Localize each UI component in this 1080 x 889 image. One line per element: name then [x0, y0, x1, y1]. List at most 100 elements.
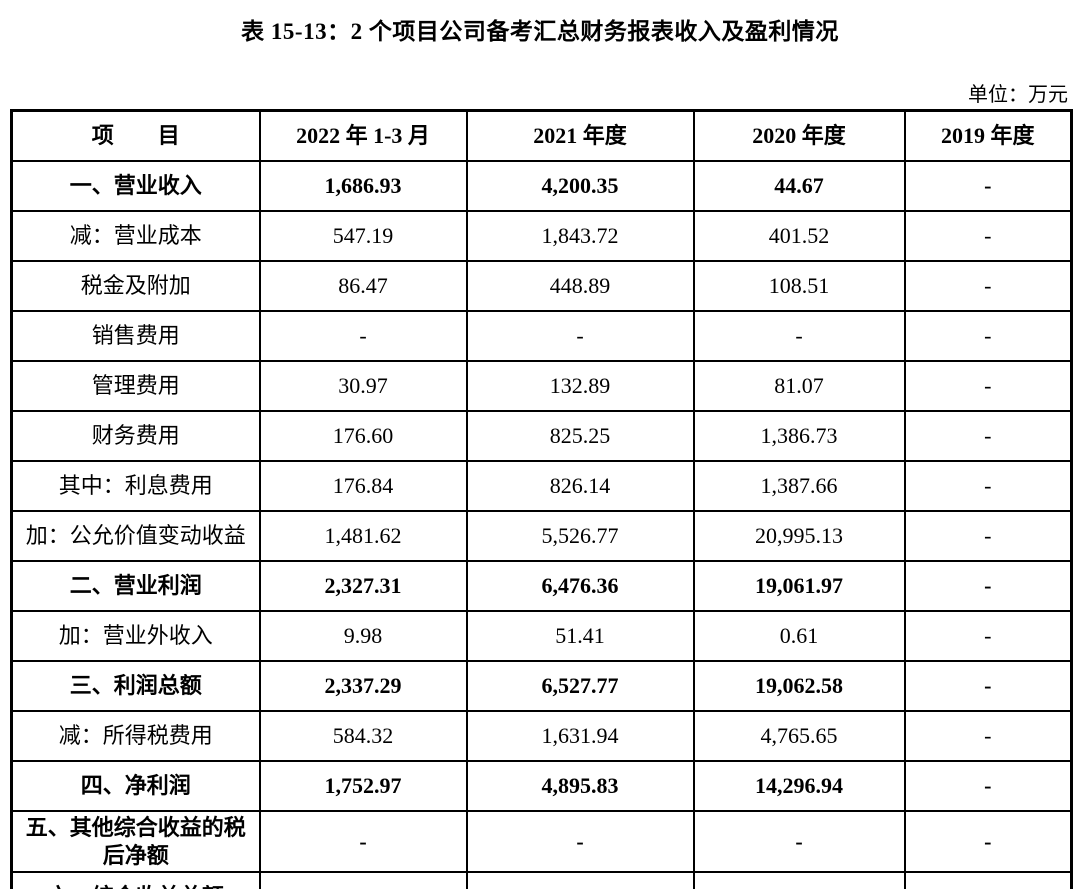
- cell-value: -: [903, 160, 1073, 212]
- cell-value: 825.25: [465, 410, 695, 462]
- row-label: 税金及附加: [10, 260, 261, 312]
- cell-value: -: [903, 310, 1073, 362]
- row-label: 财务费用: [10, 410, 261, 462]
- cell-value: 1,752.97: [258, 871, 468, 889]
- cell-value: 6,527.77: [465, 660, 695, 712]
- row-label: 二、营业利润: [10, 560, 261, 612]
- cell-value: 0.61: [692, 610, 906, 662]
- cell-value: -: [903, 260, 1073, 312]
- cell-value: 19,062.58: [692, 660, 906, 712]
- cell-value: 2,337.29: [258, 660, 468, 712]
- cell-value: -: [903, 810, 1073, 873]
- cell-value: 401.52: [692, 210, 906, 262]
- row-label: 加：营业外收入: [10, 610, 261, 662]
- cell-value: 14,296.94: [692, 871, 906, 889]
- row-label: 销售费用: [10, 310, 261, 362]
- cell-value: 4,895.83: [465, 760, 695, 812]
- cell-value: -: [903, 560, 1073, 612]
- table-row-operating-revenue: 一、营业收入 1,686.93 4,200.35 44.67 -: [10, 160, 1073, 212]
- cell-value: -: [903, 360, 1073, 412]
- table-row-total-comprehensive-income: 六、综合收益总额 1,752.97 4,895.83 14,296.94 -: [10, 871, 1073, 889]
- table-row-finance-expenses: 财务费用 176.60 825.25 1,386.73 -: [10, 410, 1073, 462]
- table-row-income-tax-expense: 减：所得税费用 584.32 1,631.94 4,765.65 -: [10, 710, 1073, 762]
- row-label: 四、净利润: [10, 760, 261, 812]
- header-period-2022q1: 2022 年 1-3 月: [258, 109, 468, 162]
- cell-value: 1,386.73: [692, 410, 906, 462]
- row-label: 加：公允价值变动收益: [10, 510, 261, 562]
- cell-value: -: [903, 660, 1073, 712]
- cell-value: 1,481.62: [258, 510, 468, 562]
- financial-table: 项 目 2022 年 1-3 月 2021 年度 2020 年度 2019 年度…: [10, 109, 1073, 889]
- row-label: 减：所得税费用: [10, 710, 261, 762]
- row-label: 三、利润总额: [10, 660, 261, 712]
- cell-value: 14,296.94: [692, 760, 906, 812]
- header-period-2019: 2019 年度: [903, 109, 1073, 162]
- table-row-other-comprehensive-income: 五、其他综合收益的税后净额 - - - -: [10, 810, 1073, 873]
- row-label: 管理费用: [10, 360, 261, 412]
- cell-value: 1,752.97: [258, 760, 468, 812]
- cell-value: -: [258, 810, 468, 873]
- unit-note: 单位：万元: [968, 84, 1068, 106]
- table-row-fair-value-gains: 加：公允价值变动收益 1,481.62 5,526.77 20,995.13 -: [10, 510, 1073, 562]
- cell-value: -: [903, 871, 1073, 889]
- table-row-operating-cost: 减：营业成本 547.19 1,843.72 401.52 -: [10, 210, 1073, 262]
- cell-value: 176.84: [258, 460, 468, 512]
- cell-value: -: [465, 310, 695, 362]
- table-row-admin-expenses: 管理费用 30.97 132.89 81.07 -: [10, 360, 1073, 412]
- table-row-total-profit: 三、利润总额 2,337.29 6,527.77 19,062.58 -: [10, 660, 1073, 712]
- cell-value: -: [903, 710, 1073, 762]
- cell-value: -: [692, 810, 906, 873]
- header-period-2020: 2020 年度: [692, 109, 906, 162]
- table-row-interest-expense: 其中：利息费用 176.84 826.14 1,387.66 -: [10, 460, 1073, 512]
- table-row-selling-expenses: 销售费用 - - - -: [10, 310, 1073, 362]
- cell-value: 51.41: [465, 610, 695, 662]
- cell-value: 5,526.77: [465, 510, 695, 562]
- cell-value: -: [903, 760, 1073, 812]
- cell-value: 547.19: [258, 210, 468, 262]
- table-row-operating-profit: 二、营业利润 2,327.31 6,476.36 19,061.97 -: [10, 560, 1073, 612]
- cell-value: 826.14: [465, 460, 695, 512]
- cell-value: 30.97: [258, 360, 468, 412]
- cell-value: 86.47: [258, 260, 468, 312]
- cell-value: 81.07: [692, 360, 906, 412]
- table-row-net-profit: 四、净利润 1,752.97 4,895.83 14,296.94 -: [10, 760, 1073, 812]
- row-label: 一、营业收入: [10, 160, 261, 212]
- cell-value: 9.98: [258, 610, 468, 662]
- cell-value: 20,995.13: [692, 510, 906, 562]
- header-item-column: 项 目: [10, 109, 261, 162]
- cell-value: 4,200.35: [465, 160, 695, 212]
- cell-value: -: [692, 310, 906, 362]
- row-label: 六、综合收益总额: [10, 871, 261, 889]
- cell-value: -: [903, 410, 1073, 462]
- row-label: 五、其他综合收益的税后净额: [10, 810, 261, 873]
- cell-value: -: [903, 460, 1073, 512]
- cell-value: -: [258, 310, 468, 362]
- cell-value: 4,895.83: [465, 871, 695, 889]
- cell-value: 448.89: [465, 260, 695, 312]
- cell-value: 108.51: [692, 260, 906, 312]
- cell-value: 2,327.31: [258, 560, 468, 612]
- cell-value: 584.32: [258, 710, 468, 762]
- cell-value: -: [903, 610, 1073, 662]
- cell-value: 44.67: [692, 160, 906, 212]
- cell-value: -: [903, 210, 1073, 262]
- cell-value: 132.89: [465, 360, 695, 412]
- header-row: 项 目 2022 年 1-3 月 2021 年度 2020 年度 2019 年度: [10, 109, 1073, 162]
- row-label: 其中：利息费用: [10, 460, 261, 512]
- cell-value: 6,476.36: [465, 560, 695, 612]
- cell-value: 1,843.72: [465, 210, 695, 262]
- cell-value: 4,765.65: [692, 710, 906, 762]
- cell-value: 19,061.97: [692, 560, 906, 612]
- cell-value: 1,387.66: [692, 460, 906, 512]
- table-row-non-operating-income: 加：营业外收入 9.98 51.41 0.61 -: [10, 610, 1073, 662]
- cell-value: -: [903, 510, 1073, 562]
- row-label: 减：营业成本: [10, 210, 261, 262]
- cell-value: 1,631.94: [465, 710, 695, 762]
- cell-value: 1,686.93: [258, 160, 468, 212]
- cell-value: 176.60: [258, 410, 468, 462]
- cell-value: -: [465, 810, 695, 873]
- header-period-2021: 2021 年度: [465, 109, 695, 162]
- table-row-taxes-surcharges: 税金及附加 86.47 448.89 108.51 -: [10, 260, 1073, 312]
- table-title: 表 15-13：2 个项目公司备考汇总财务报表收入及盈利情况: [241, 19, 839, 44]
